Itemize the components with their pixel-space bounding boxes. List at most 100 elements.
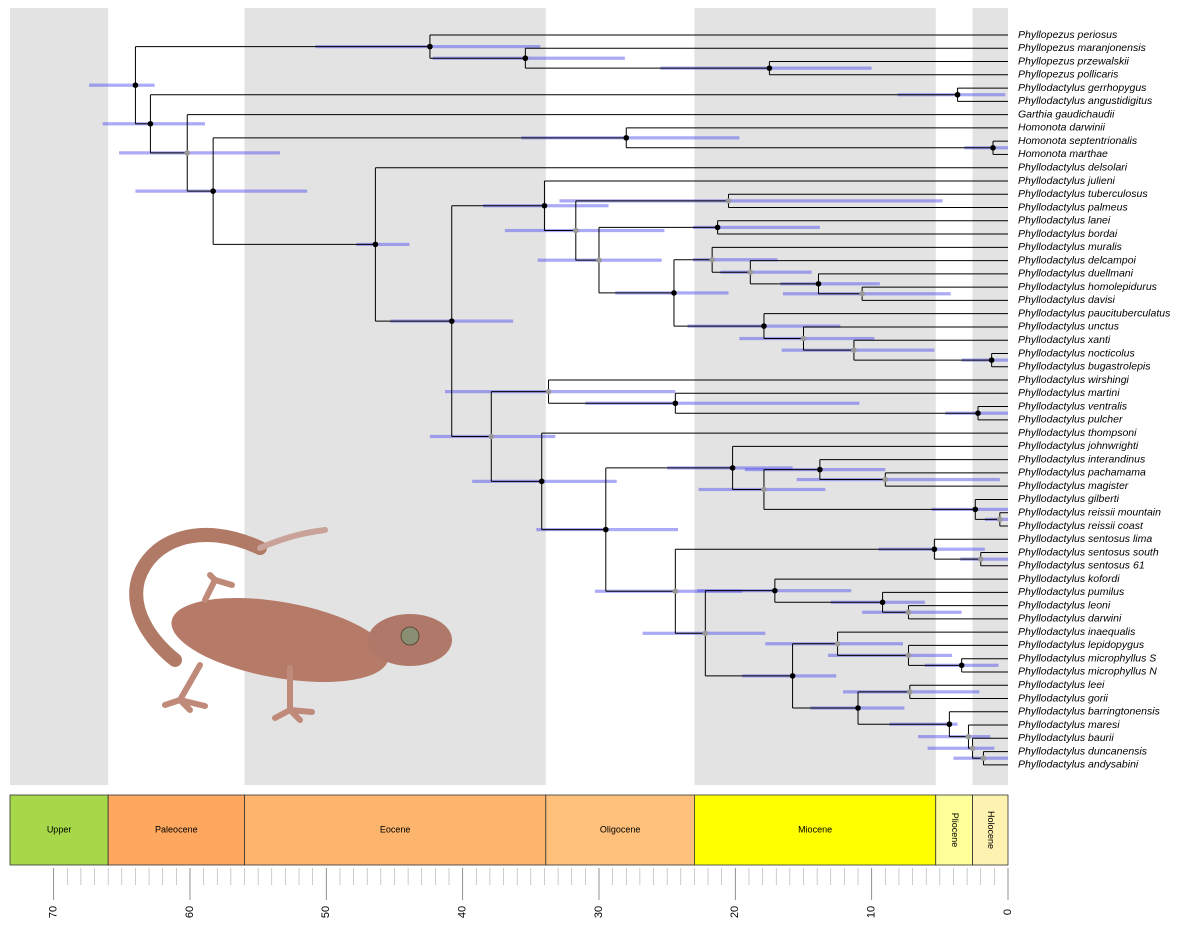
tip-label: Phyllodactylus nocticolus bbox=[1018, 347, 1135, 359]
tip-label: Phyllopezus pollicaris bbox=[1018, 69, 1119, 81]
age-interval bbox=[505, 229, 665, 232]
node-dot bbox=[989, 357, 995, 363]
epoch-label: Upper bbox=[47, 824, 72, 834]
tip-label: Phyllodactylus pulcher bbox=[1018, 414, 1123, 426]
tip-label: Phyllodactylus wirshingi bbox=[1018, 374, 1130, 386]
node-dot bbox=[373, 242, 379, 248]
tip-label: Phyllodactylus darwini bbox=[1018, 613, 1122, 625]
tip-label: Phyllodactylus tuberculosus bbox=[1018, 188, 1148, 200]
node-dot bbox=[133, 82, 139, 88]
node-dot bbox=[880, 599, 886, 605]
tip-label: Phyllodactylus sentosus lima bbox=[1018, 533, 1152, 545]
node-dot bbox=[955, 92, 961, 98]
node-dot bbox=[835, 641, 841, 647]
node-dot bbox=[882, 477, 888, 483]
tip-label: Phyllodactylus muralis bbox=[1018, 241, 1123, 253]
node-dot bbox=[972, 507, 978, 513]
period-band bbox=[694, 8, 935, 785]
tick-label: 70 bbox=[48, 906, 60, 918]
node-dot bbox=[748, 269, 754, 275]
tip-label: Phyllodactylus davisi bbox=[1018, 294, 1116, 306]
tip-label: Phyllodactylus bordai bbox=[1018, 228, 1118, 240]
age-interval bbox=[89, 84, 154, 87]
epoch-label: Pliocene bbox=[950, 813, 960, 848]
tip-label: Phyllodactylus palmeus bbox=[1018, 201, 1128, 213]
node-dot bbox=[603, 527, 609, 533]
tip-label: Phyllodactylus gorii bbox=[1018, 692, 1109, 704]
tick-label: 20 bbox=[729, 906, 741, 918]
tip-label: Phyllodactylus kofordi bbox=[1018, 573, 1120, 585]
epoch-label: Holocene bbox=[986, 811, 996, 849]
tip-label: Phyllodactylus johnwrighti bbox=[1018, 440, 1139, 452]
node-dot bbox=[546, 389, 552, 395]
node-dot bbox=[596, 257, 602, 263]
tip-label: Phyllodactylus martini bbox=[1018, 387, 1120, 399]
age-interval bbox=[445, 390, 675, 393]
node-dot bbox=[542, 203, 548, 209]
tip-label: Phyllodactylus reissii mountain bbox=[1018, 507, 1161, 519]
tip-label: Phyllodactylus inaequalis bbox=[1018, 626, 1136, 638]
tip-label: Phyllodactylus maresi bbox=[1018, 719, 1120, 731]
tip-label: Phyllodactylus andysabini bbox=[1018, 759, 1139, 771]
epoch-label: Eocene bbox=[380, 824, 411, 834]
tip-label: Phyllodactylus gerrhopygus bbox=[1018, 82, 1147, 94]
tick-label: 40 bbox=[457, 906, 469, 918]
node-dot bbox=[671, 290, 677, 296]
node-dot bbox=[148, 121, 154, 127]
tip-label: Phyllodactylus leei bbox=[1018, 679, 1105, 691]
tip-label: Phyllodactylus thompsoni bbox=[1018, 427, 1137, 439]
tip-label: Phyllodactylus reissii coast bbox=[1018, 520, 1144, 532]
tip-label: Phyllodactylus barringtonensis bbox=[1018, 706, 1161, 718]
tick-label: 0 bbox=[1002, 909, 1014, 915]
epoch-label: Miocene bbox=[798, 824, 832, 834]
node-dot bbox=[790, 673, 796, 679]
epoch-label: Oligocene bbox=[600, 824, 641, 834]
tip-label: Homonota septentrionalis bbox=[1018, 135, 1138, 147]
node-dot bbox=[966, 734, 972, 740]
node-dot bbox=[851, 347, 857, 353]
tip-labels: Phyllopezus periosusPhyllopezus maranjon… bbox=[1018, 29, 1171, 771]
tip-label: Phyllodactylus gilberti bbox=[1018, 493, 1120, 505]
tip-label: Phyllodactylus pachamama bbox=[1018, 467, 1146, 479]
age-interval bbox=[119, 151, 280, 154]
node-dot bbox=[906, 609, 912, 615]
node-dot bbox=[855, 705, 861, 711]
node-dot bbox=[573, 228, 579, 234]
tick-label: 50 bbox=[320, 906, 332, 918]
tip-label: Phyllopezus przewalskii bbox=[1018, 55, 1130, 67]
node-dot bbox=[726, 198, 732, 204]
tip-label: Phyllodactylus duellmani bbox=[1018, 268, 1134, 280]
phylogeny-figure: Phyllopezus periosusPhyllopezus maranjon… bbox=[0, 0, 1193, 924]
node-dot bbox=[959, 663, 965, 669]
age-interval bbox=[135, 190, 307, 193]
node-dot bbox=[715, 225, 721, 231]
tip-label: Phyllodactylus julieni bbox=[1018, 175, 1116, 187]
node-dot bbox=[673, 588, 679, 594]
node-dot bbox=[975, 410, 981, 416]
age-interval bbox=[739, 337, 874, 340]
node-dot bbox=[709, 257, 715, 263]
node-dot bbox=[816, 281, 822, 287]
tip-label: Phyllodactylus lepidopygus bbox=[1018, 639, 1145, 651]
tip-label: Homonota marthae bbox=[1018, 148, 1108, 160]
node-dot bbox=[907, 689, 913, 695]
node-dot bbox=[761, 323, 767, 329]
tip-label: Phyllodactylus unctus bbox=[1018, 321, 1120, 333]
tip-label: Phyllopezus maranjonensis bbox=[1018, 42, 1147, 54]
tip-label: Phyllodactylus angustidigitus bbox=[1018, 95, 1153, 107]
age-interval bbox=[928, 747, 995, 750]
age-interval bbox=[862, 611, 962, 614]
period-band bbox=[973, 8, 1008, 785]
age-interval bbox=[103, 122, 205, 125]
node-dot bbox=[673, 400, 679, 406]
node-dot bbox=[970, 745, 976, 751]
node-dot bbox=[523, 55, 529, 61]
node-dot bbox=[978, 556, 984, 562]
tip-label: Phyllodactylus lanei bbox=[1018, 215, 1111, 227]
tip-label: Phyllodactylus paucituberculatus bbox=[1018, 307, 1171, 319]
period-band bbox=[10, 8, 108, 785]
node-dot bbox=[761, 487, 767, 493]
node-dot bbox=[817, 467, 823, 473]
tip-label: Phyllodactylus duncanensis bbox=[1018, 745, 1148, 757]
